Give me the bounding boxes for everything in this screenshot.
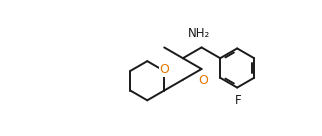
Text: O: O: [198, 74, 208, 87]
Text: NH₂: NH₂: [188, 27, 210, 40]
Text: O: O: [159, 63, 169, 76]
Text: F: F: [235, 94, 242, 107]
